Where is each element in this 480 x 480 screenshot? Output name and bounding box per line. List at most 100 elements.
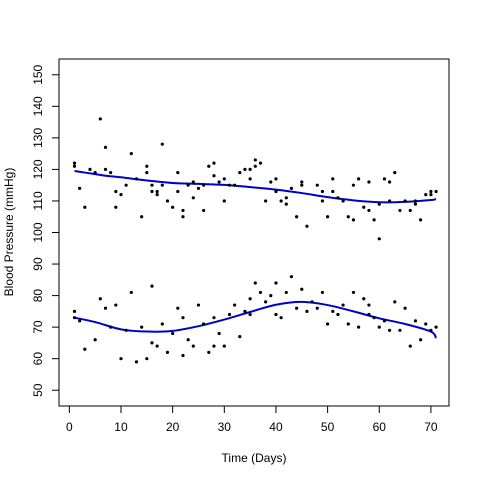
data-point <box>171 205 175 209</box>
data-point <box>284 202 288 206</box>
data-point <box>227 183 232 187</box>
y-tick-label: 70 <box>31 320 45 334</box>
data-point <box>202 322 206 326</box>
x-tick-label: 40 <box>269 420 283 434</box>
data-point <box>258 161 263 165</box>
data-point <box>140 215 144 219</box>
data-point <box>253 164 257 168</box>
data-point <box>429 193 433 197</box>
data-point <box>217 331 221 336</box>
x-tick-label: 30 <box>218 420 232 434</box>
data-point <box>119 193 123 197</box>
data-point <box>160 142 164 146</box>
data-point <box>155 193 159 197</box>
data-point <box>377 237 381 241</box>
data-point <box>181 353 185 358</box>
data-point <box>98 297 102 301</box>
data-point <box>186 338 190 342</box>
y-tick-label: 60 <box>31 352 45 366</box>
data-point <box>176 189 180 194</box>
data-point <box>207 350 211 354</box>
data-point <box>284 196 288 200</box>
data-point <box>398 208 402 213</box>
data-point <box>331 177 335 181</box>
data-point <box>248 177 252 181</box>
data-point <box>114 205 118 209</box>
data-point <box>336 312 340 317</box>
data-point <box>72 316 77 320</box>
data-point <box>78 319 82 323</box>
data-point <box>274 281 278 285</box>
y-tick-label: 90 <box>31 257 45 271</box>
data-point <box>72 164 77 168</box>
data-point <box>351 218 356 222</box>
data-point <box>222 177 226 181</box>
data-point <box>351 183 356 187</box>
data-point <box>367 303 371 307</box>
x-tick-label: 10 <box>114 420 128 434</box>
data-point <box>160 322 164 326</box>
data-point <box>207 164 211 168</box>
data-point <box>150 341 154 345</box>
data-point <box>393 170 397 175</box>
data-point <box>315 183 319 187</box>
data-point <box>186 183 190 187</box>
data-point <box>346 215 350 219</box>
data-point <box>134 177 139 181</box>
x-tick-label: 60 <box>373 420 387 434</box>
data-point <box>181 316 185 320</box>
data-point <box>212 174 216 178</box>
data-point <box>176 306 180 310</box>
data-point <box>145 164 149 168</box>
data-point <box>191 344 195 348</box>
plot-frame <box>58 58 450 407</box>
data-point <box>429 328 433 332</box>
data-point <box>217 180 221 184</box>
data-point <box>269 180 273 184</box>
data-point <box>248 312 252 317</box>
y-tick-label: 130 <box>31 128 45 148</box>
data-point <box>300 287 304 291</box>
data-point <box>191 180 195 184</box>
data-point <box>320 189 325 194</box>
data-point <box>238 335 242 339</box>
y-tick-label: 110 <box>31 191 45 210</box>
data-point <box>367 312 371 317</box>
x-tick-label: 50 <box>321 420 335 434</box>
data-point <box>238 170 242 175</box>
y-axis-title: Blood Pressure (mmHg) <box>2 168 16 297</box>
data-point <box>341 303 345 307</box>
data-point <box>367 208 371 213</box>
data-point <box>424 322 428 326</box>
data-point <box>109 170 113 175</box>
data-point <box>114 189 118 194</box>
data-point <box>408 208 412 213</box>
data-point <box>320 199 325 203</box>
data-point <box>300 183 304 187</box>
data-point <box>398 328 402 332</box>
data-point <box>165 199 170 203</box>
data-point <box>212 316 216 320</box>
smooth-curve-2 <box>74 169 437 204</box>
data-point <box>305 309 309 313</box>
data-point <box>181 215 185 219</box>
data-point <box>114 303 118 307</box>
data-point <box>346 322 350 326</box>
smooth-curve-3 <box>74 300 437 339</box>
data-point <box>274 312 278 317</box>
data-point <box>248 167 252 172</box>
data-point <box>331 189 335 194</box>
data-point <box>382 177 387 181</box>
data-point <box>295 306 299 310</box>
data-point <box>403 306 407 310</box>
x-tick-label: 20 <box>166 420 180 434</box>
data-point <box>413 199 418 203</box>
data-point <box>387 180 392 184</box>
data-point <box>83 347 87 351</box>
data-point <box>253 281 257 285</box>
data-point <box>129 290 133 295</box>
data-point <box>212 344 216 348</box>
data-point <box>191 196 195 200</box>
data-point <box>377 202 381 206</box>
data-point <box>253 158 257 162</box>
